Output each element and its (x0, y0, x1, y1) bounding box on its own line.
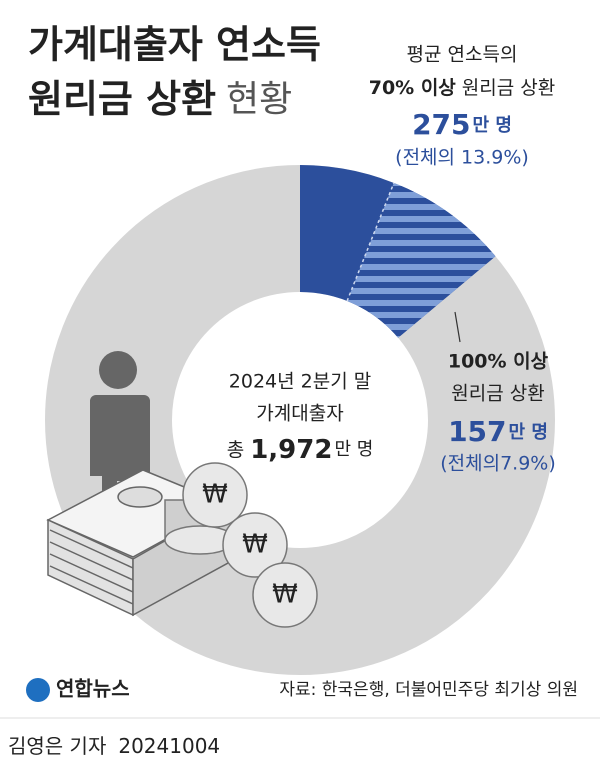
total-prefix: 총 (227, 439, 244, 461)
center-text: 2024년 2분기 말 (229, 371, 371, 393)
label-line: 원리금 상환 (451, 383, 544, 405)
logo: 연합뉴스 (26, 677, 130, 702)
title: 원리금 상환 현황 (28, 77, 292, 121)
title-suffix: 현황 (226, 79, 292, 120)
source: 자료: 한국은행, 더불어민주당 최기상 의원 (279, 680, 578, 700)
count-unit: 만 명 (473, 115, 512, 136)
center-total: 총 1,972 만 명 (227, 435, 374, 465)
label-name: 70% 이상 (369, 77, 457, 99)
total-unit: 만 명 (334, 439, 373, 460)
share-label: (전체의7.9%) (440, 453, 556, 475)
count-value: 157 (448, 415, 506, 448)
center-text: 가계대출자 (256, 403, 343, 425)
label-line: 70% 이상 원리금 상환 (369, 77, 556, 99)
label-name: 100% 이상 (448, 351, 549, 373)
title: 원리금 상환 (28, 77, 216, 121)
logo-text: 연합뉴스 (56, 677, 130, 701)
share-label: (전체의 13.9%) (395, 147, 529, 169)
count-value: 275 (412, 108, 470, 141)
footer: 김영은 기자 20241004 (8, 734, 220, 758)
svg-text:₩: ₩ (202, 480, 228, 510)
svg-text:₩: ₩ (272, 580, 298, 610)
count: 275 만 명 (412, 108, 512, 141)
title: 가계대출자 연소득 (28, 23, 321, 67)
total-value: 1,972 (250, 435, 332, 465)
leader-line (454, 311, 461, 343)
count-unit: 만 명 (509, 422, 548, 443)
svg-text:₩: ₩ (242, 530, 268, 560)
byline: 김영은 기자 (8, 734, 106, 758)
date: 20241004 (118, 734, 220, 758)
wedge (347, 182, 496, 338)
coins: ₩ ₩ ₩ (164, 462, 318, 628)
label-line: 원리금 상환 (462, 77, 555, 99)
label-line: 평균 연소득의 (407, 44, 518, 66)
count: 157 만 명 (448, 415, 548, 448)
